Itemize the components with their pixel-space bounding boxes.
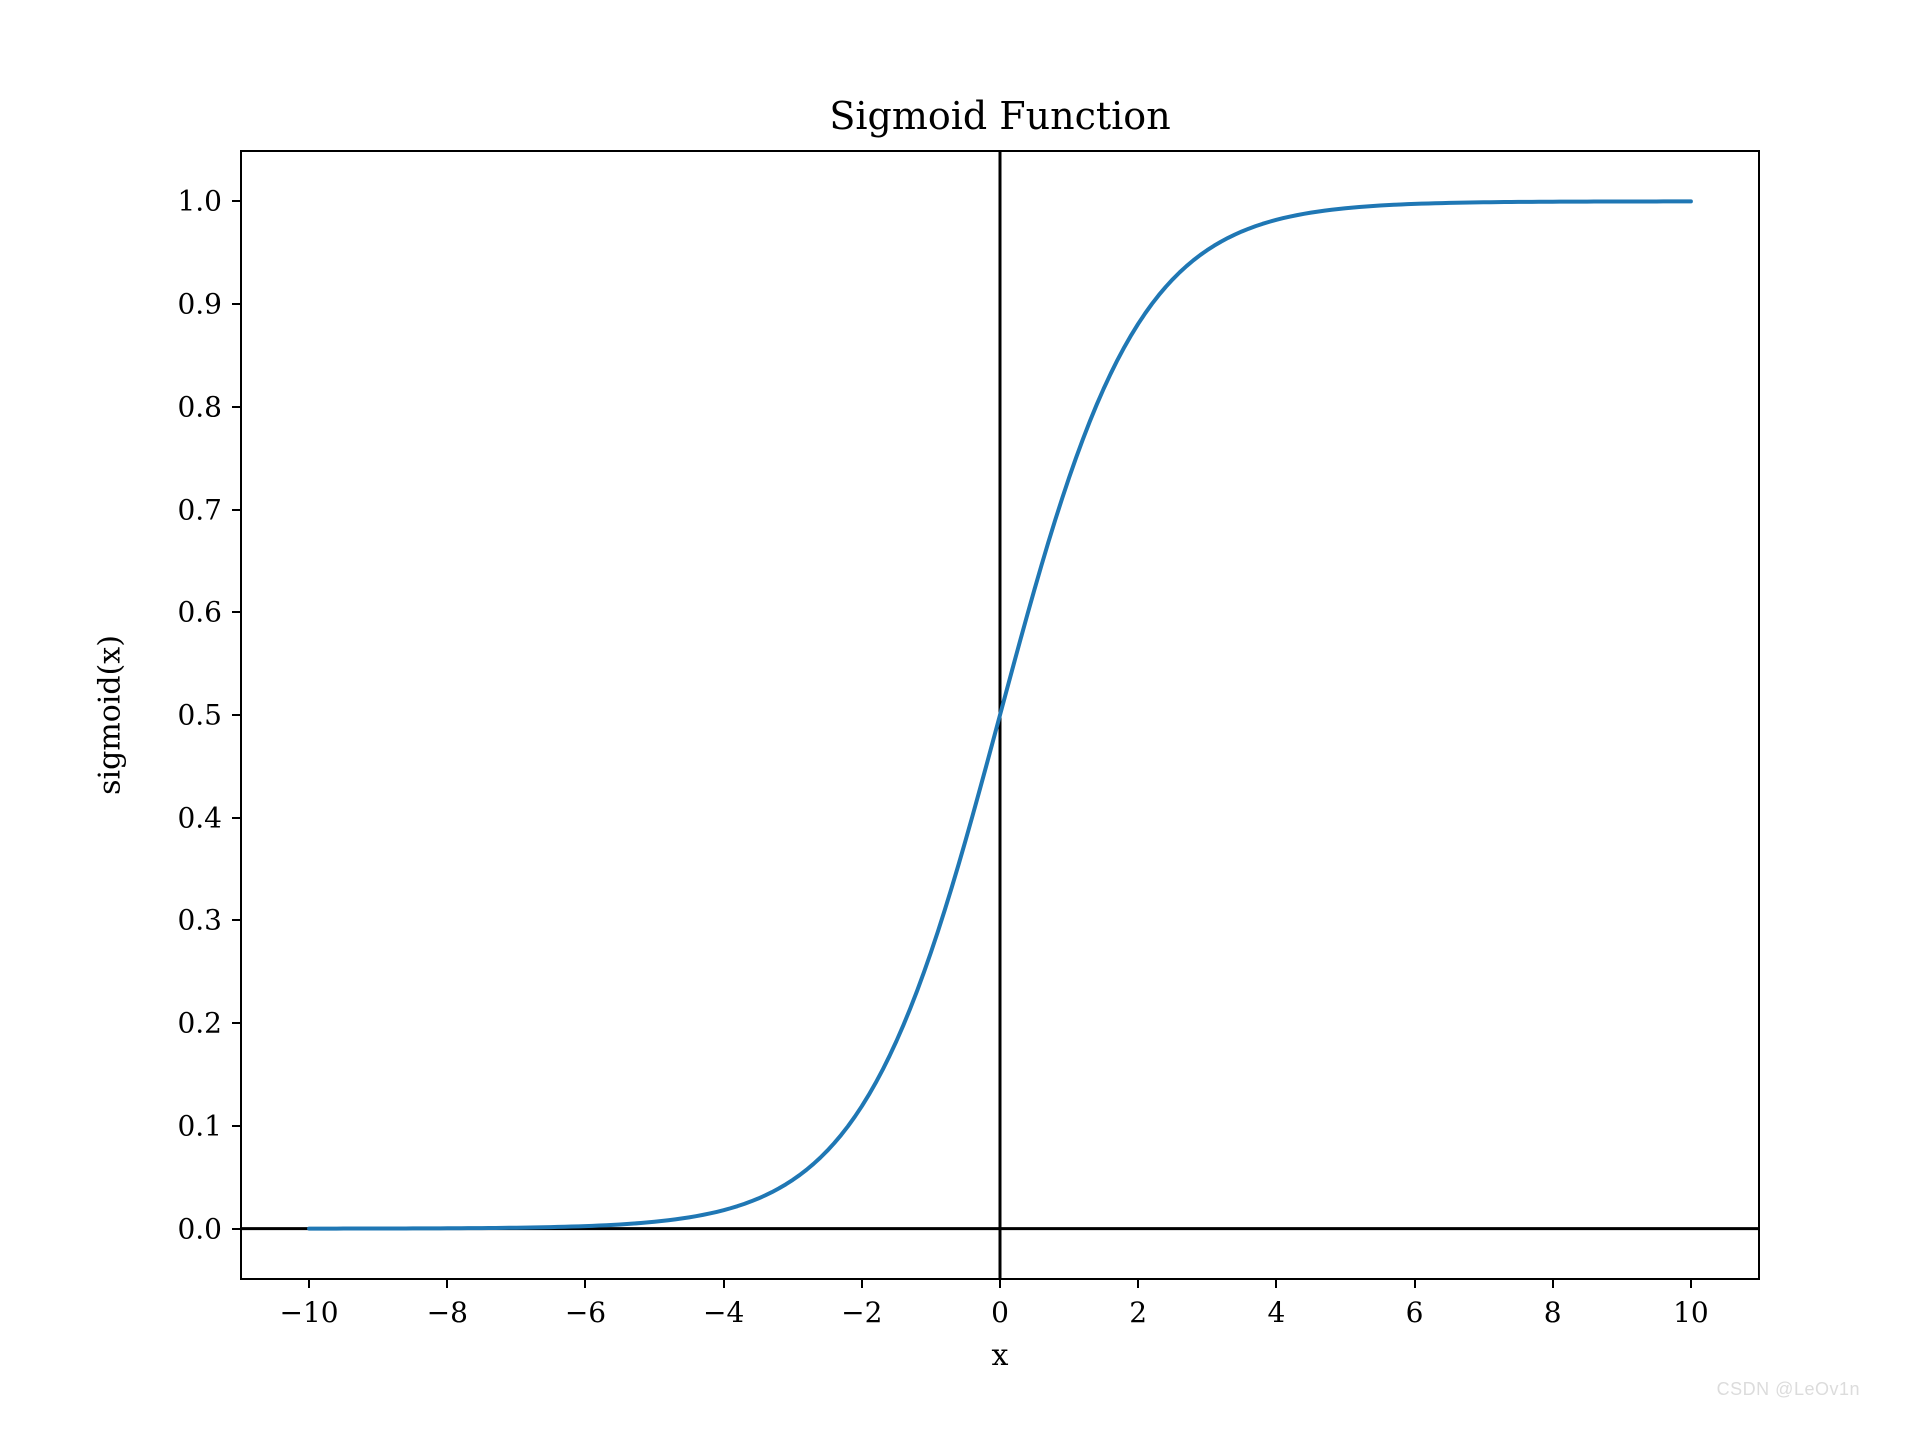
- x-tick-mark: [446, 1280, 448, 1288]
- y-tick-label: 0.0: [177, 1212, 222, 1245]
- x-tick-label: 8: [1544, 1296, 1562, 1329]
- x-tick-label: 2: [1129, 1296, 1147, 1329]
- y-tick-mark: [232, 919, 240, 921]
- y-axis-label: sigmoid(x): [93, 635, 128, 795]
- y-tick-label: 0.4: [177, 801, 222, 834]
- y-tick-mark: [232, 714, 240, 716]
- x-tick-label: 4: [1267, 1296, 1285, 1329]
- x-tick-mark: [1414, 1280, 1416, 1288]
- x-tick-mark: [723, 1280, 725, 1288]
- chart-title: Sigmoid Function: [240, 94, 1760, 138]
- y-tick-mark: [232, 1022, 240, 1024]
- y-tick-label: 0.8: [177, 390, 222, 423]
- x-tick-mark: [1275, 1280, 1277, 1288]
- y-tick-mark: [232, 200, 240, 202]
- x-tick-label: −10: [280, 1296, 339, 1329]
- x-tick-mark: [308, 1280, 310, 1288]
- x-tick-label: −2: [841, 1296, 882, 1329]
- y-tick-label: 0.2: [177, 1007, 222, 1040]
- y-tick-label: 1.0: [177, 185, 222, 218]
- x-tick-label: −8: [427, 1296, 468, 1329]
- x-tick-label: 10: [1673, 1296, 1709, 1329]
- watermark: CSDN @LeOv1n: [1717, 1379, 1860, 1400]
- plot-area: [240, 150, 1760, 1280]
- x-axis-label: x: [992, 1338, 1009, 1373]
- y-tick-mark: [232, 509, 240, 511]
- y-tick-label: 0.1: [177, 1109, 222, 1142]
- y-tick-mark: [232, 406, 240, 408]
- y-tick-label: 0.5: [177, 699, 222, 732]
- x-tick-label: 6: [1406, 1296, 1424, 1329]
- x-tick-mark: [861, 1280, 863, 1288]
- figure: Sigmoid Function sigmoid(x) −10 −8 −6 −4 −2 0…: [0, 0, 1920, 1440]
- plot-svg: [240, 150, 1760, 1280]
- x-tick-mark: [1137, 1280, 1139, 1288]
- y-tick-mark: [232, 611, 240, 613]
- y-tick-label: 0.7: [177, 493, 222, 526]
- x-tick-mark: [1552, 1280, 1554, 1288]
- x-tick-mark: [999, 1280, 1001, 1288]
- y-tick-label: 0.6: [177, 596, 222, 629]
- y-tick-mark: [232, 303, 240, 305]
- x-tick-label: −4: [703, 1296, 744, 1329]
- x-tick-label: −6: [565, 1296, 606, 1329]
- x-tick-label: 0: [991, 1296, 1009, 1329]
- x-tick-mark: [1690, 1280, 1692, 1288]
- y-tick-label: 0.3: [177, 904, 222, 937]
- y-tick-mark: [232, 1228, 240, 1230]
- y-tick-label: 0.9: [177, 288, 222, 321]
- y-tick-mark: [232, 1125, 240, 1127]
- y-tick-mark: [232, 817, 240, 819]
- x-tick-mark: [584, 1280, 586, 1288]
